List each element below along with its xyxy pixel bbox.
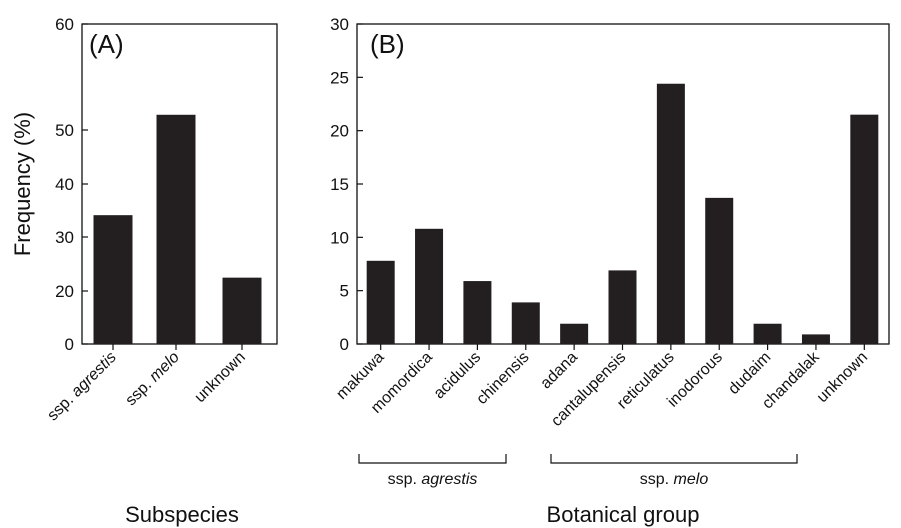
panel-b-bar: [560, 323, 589, 344]
subspecies-group-bracket: [358, 454, 507, 464]
panel-a-bar: [93, 215, 133, 344]
panel-b-bar: [415, 228, 444, 344]
panel-a-bar: [156, 114, 196, 344]
subspecies-group-label: ssp. agrestis: [388, 471, 478, 488]
panel-a-category-label: ssp. melo: [122, 349, 183, 410]
subspecies-group-label: ssp. melo: [640, 471, 709, 488]
panel-a-x-axis-title: Subspecies: [125, 502, 239, 527]
panel-b-bar: [850, 114, 879, 345]
panel-a-y-axis-title: Frequency (%): [10, 112, 35, 256]
panel-a-category-label: ssp. agrestis: [44, 349, 120, 425]
panel-a-label: (A): [89, 29, 124, 59]
panel-b-bar: [463, 281, 492, 344]
panel-a-y-tick-label: 60: [55, 15, 74, 34]
panel-b-y-tick-label: 30: [330, 15, 349, 34]
panel-a-y-tick-label: 30: [55, 228, 74, 247]
panel-b-x-axis-title: Botanical group: [547, 502, 700, 527]
panel-b-y-tick-label: 15: [330, 175, 349, 194]
panel-b-y-tick-label: 5: [340, 282, 349, 301]
panel-a-category-label: unknown: [192, 349, 249, 406]
panel-b-y-tick-label: 10: [330, 228, 349, 247]
panel-b-y-tick-label: 0: [340, 335, 349, 354]
panel-b-category-label: dudaim: [725, 349, 774, 398]
panel-a-y-tick-label: 50: [55, 121, 74, 140]
panel-b-bar: [801, 334, 830, 344]
panel-b-y-tick-label: 25: [330, 68, 349, 87]
panel-a-y-tick-label: 0: [65, 335, 74, 354]
panel-b-bar: [366, 260, 395, 344]
subspecies-group-bracket: [550, 454, 798, 464]
panel-a-y-tick-label: 40: [55, 175, 74, 194]
panel-b-bar: [656, 83, 685, 344]
panel-b-category-label: adana: [537, 349, 581, 393]
panel-b-label: (B): [370, 29, 405, 59]
panel-b-category-label: unknown: [814, 349, 871, 406]
panel-b-bar: [608, 270, 637, 344]
panel-b-category-label: chinensis: [473, 349, 532, 408]
panel-b-bar: [511, 302, 540, 344]
panel-b-bar: [753, 323, 782, 344]
panel-a-y-tick-label: 20: [55, 282, 74, 301]
panel-a-bar: [222, 277, 262, 344]
panel-b-y-tick-label: 20: [330, 122, 349, 141]
panel-b-chart: (B) Botanical group 051015202530makuwamo…: [330, 15, 890, 527]
panel-b-bar: [705, 197, 734, 344]
panel-a-chart: (A) Frequency (%) Subspecies 0 20 30 40 50 60…: [10, 15, 278, 527]
